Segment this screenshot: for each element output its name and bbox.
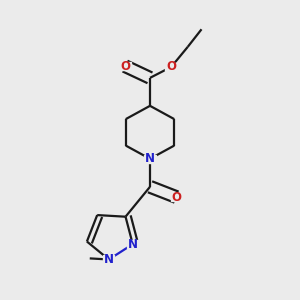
Bar xyxy=(171,193,182,201)
Text: N: N xyxy=(104,253,114,266)
Bar xyxy=(103,255,115,264)
Bar xyxy=(144,155,156,163)
Text: N: N xyxy=(145,152,155,165)
Text: O: O xyxy=(120,60,130,73)
Text: O: O xyxy=(166,61,176,74)
Bar xyxy=(119,62,131,70)
Bar xyxy=(127,240,138,248)
Bar xyxy=(165,63,177,71)
Text: N: N xyxy=(128,238,138,251)
Text: O: O xyxy=(172,190,182,204)
